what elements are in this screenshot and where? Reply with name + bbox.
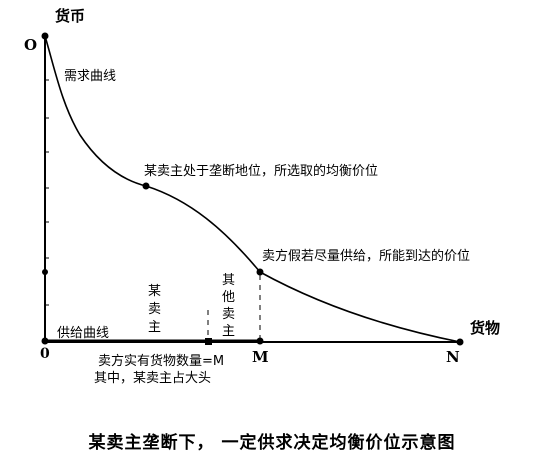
other-sellers-char: 他 (222, 290, 235, 305)
other-sellers-char: 主 (222, 324, 235, 339)
major-seller-boundary-point (205, 338, 212, 345)
point-y-mark (42, 269, 48, 275)
y-axis-ticks (45, 79, 49, 306)
monopoly-point-label: 某卖主处于垄断地位，所选取的均衡价位 (144, 163, 378, 179)
x-axis-label: 货物 (470, 319, 500, 337)
major-seller-char: 主 (148, 320, 161, 335)
other-sellers-segment-label: 其 他 卖 主 (222, 273, 235, 339)
major-seller-char: 卖 (148, 302, 161, 317)
supply-curve-label: 供给曲线 (57, 326, 109, 341)
other-sellers-char: 卖 (222, 307, 235, 322)
note-line-1: 卖方实有货物数量=M (98, 353, 224, 369)
point-origin (41, 337, 49, 345)
origin-label: 0 (40, 346, 50, 362)
point-origin-top (41, 32, 49, 40)
note-line-2: 其中，某卖主占大头 (94, 371, 211, 386)
demand-curve-label: 需求曲线 (64, 69, 116, 84)
max-supply-price-point (256, 268, 264, 276)
diagram-caption: 某卖主垄断下， 一定供求决定均衡价位示意图 (88, 433, 456, 453)
sellers-point-label: 卖方假若尽量供给，所能到达的价位 (262, 248, 470, 264)
point-m (256, 337, 264, 345)
major-seller-char: 某 (148, 284, 161, 299)
major-seller-segment-label: 某 卖 主 (148, 284, 161, 335)
point-n-label: N (446, 348, 460, 366)
origin-top-label: O (24, 36, 37, 54)
point-n (456, 338, 464, 346)
demand-curve (44, 35, 461, 343)
point-m-label: M (252, 348, 269, 366)
other-sellers-char: 其 (222, 273, 235, 288)
y-axis-label: 货币 (55, 7, 85, 25)
monopoly-equilibrium-point (142, 182, 150, 190)
